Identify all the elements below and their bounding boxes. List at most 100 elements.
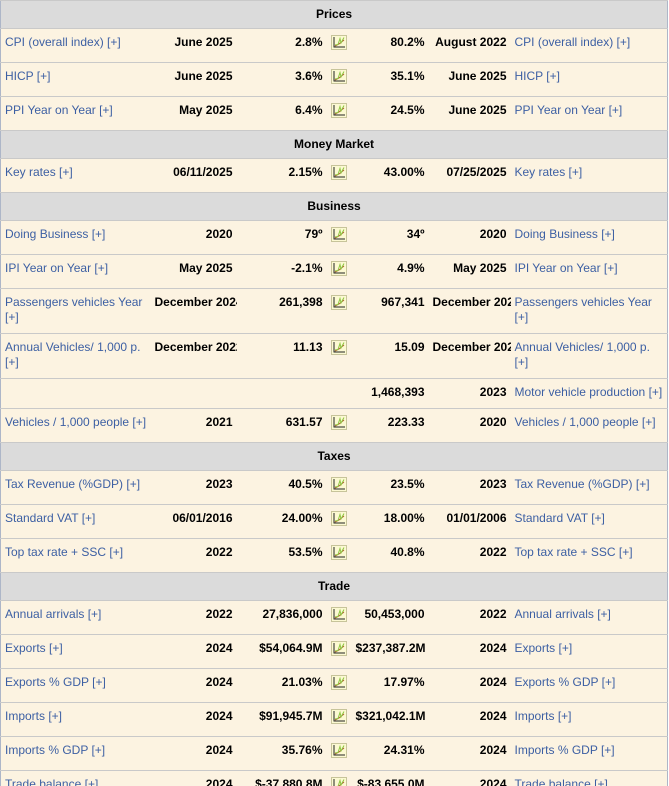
- value-left: 79º: [236, 220, 327, 255]
- section-title: Trade: [0, 572, 668, 601]
- date-right: 2024: [428, 668, 511, 703]
- indicator-link-left[interactable]: Imports % GDP [+]: [5, 743, 106, 757]
- chart-icon[interactable]: [331, 227, 347, 242]
- chart-icon[interactable]: [331, 69, 347, 84]
- value-left: 53.5%: [236, 538, 327, 573]
- chart-icon[interactable]: [331, 165, 347, 180]
- indicator-link-right[interactable]: Trade balance [+]: [514, 777, 608, 786]
- indicator-link-left[interactable]: Annual Vehicles/ 1,000 p. [+]: [5, 340, 141, 369]
- indicator-link-right[interactable]: CPI (overall index) [+]: [514, 35, 631, 49]
- indicator-link-left[interactable]: PPI Year on Year [+]: [5, 103, 113, 117]
- chart-icon[interactable]: [331, 709, 347, 724]
- value-left: 6.4%: [236, 96, 327, 131]
- indicator-link-left[interactable]: Top tax rate + SSC [+]: [5, 545, 124, 559]
- indicator-cell-right: Tax Revenue (%GDP) [+]: [510, 470, 668, 505]
- indicator-cell-left: CPI (overall index) [+]: [0, 28, 151, 63]
- table-row: PPI Year on Year [+] May 2025 6.4% 24.5% Ju…: [0, 96, 668, 131]
- indicator-link-left[interactable]: Annual arrivals [+]: [5, 607, 102, 621]
- chart-icon[interactable]: [331, 607, 347, 622]
- chart-icon[interactable]: [331, 295, 347, 310]
- indicator-cell-left: Exports % GDP [+]: [0, 668, 151, 703]
- date-left: 2024: [150, 634, 237, 669]
- table-row: Exports [+] 2024 $54,064.9M $237,387.2M 202…: [0, 634, 668, 669]
- indicator-link-right[interactable]: Tax Revenue (%GDP) [+]: [514, 477, 650, 491]
- indicator-link-left[interactable]: HICP [+]: [5, 69, 51, 83]
- date-left: 2022: [150, 600, 237, 635]
- indicator-link-left[interactable]: Standard VAT [+]: [5, 511, 96, 525]
- indicator-cell-right: Annual arrivals [+]: [510, 600, 668, 635]
- chart-icon[interactable]: [331, 511, 347, 526]
- indicator-link-right[interactable]: Imports [+]: [514, 709, 572, 723]
- indicator-cell-right: Top tax rate + SSC [+]: [510, 538, 668, 573]
- value-right: 17.97%: [351, 668, 429, 703]
- indicator-link-left[interactable]: Trade balance [+]: [5, 777, 99, 786]
- chart-icon[interactable]: [331, 743, 347, 758]
- indicator-link-right[interactable]: Imports % GDP [+]: [514, 743, 615, 757]
- chart-icon[interactable]: [331, 35, 347, 50]
- chart-icon-cell: [326, 736, 352, 771]
- indicator-link-left[interactable]: IPI Year on Year [+]: [5, 261, 109, 275]
- indicator-link-left[interactable]: Exports [+]: [5, 641, 63, 655]
- indicator-link-left[interactable]: Exports % GDP [+]: [5, 675, 106, 689]
- indicator-link-right[interactable]: Passengers vehicles Year [+]: [514, 295, 652, 324]
- chart-icon[interactable]: [331, 103, 347, 118]
- chart-icon-cell: [326, 470, 352, 505]
- chart-icon[interactable]: [331, 415, 347, 430]
- indicator-cell-left: PPI Year on Year [+]: [0, 96, 151, 131]
- table-row: CPI (overall index) [+] June 2025 2.8% 80.…: [0, 28, 668, 63]
- indicator-link-right[interactable]: PPI Year on Year [+]: [514, 103, 623, 117]
- indicator-link-right[interactable]: Motor vehicle production [+]: [514, 385, 663, 399]
- table-row: Passengers vehicles Year [+] December 202…: [0, 288, 668, 334]
- indicator-cell-left: [0, 378, 151, 409]
- indicator-link-left[interactable]: Passengers vehicles Year [+]: [5, 295, 143, 324]
- indicator-cell-left: Annual Vehicles/ 1,000 p. [+]: [0, 333, 151, 379]
- indicator-link-left[interactable]: Doing Business [+]: [5, 227, 106, 241]
- indicator-link-right[interactable]: Exports % GDP [+]: [514, 675, 616, 689]
- indicator-cell-right: Exports % GDP [+]: [510, 668, 668, 703]
- value-right: $237,387.2M: [351, 634, 429, 669]
- value-right: 967,341: [351, 288, 429, 334]
- indicator-link-right[interactable]: Exports [+]: [514, 641, 573, 655]
- indicator-link-right[interactable]: Key rates [+]: [514, 165, 583, 179]
- date-right: December 2023: [428, 288, 511, 334]
- indicator-cell-left: Standard VAT [+]: [0, 504, 151, 539]
- date-right: May 2025: [428, 254, 511, 289]
- chart-icon[interactable]: [331, 261, 347, 276]
- chart-icon[interactable]: [331, 777, 347, 786]
- value-right: $-83,655.0M: [351, 770, 429, 786]
- indicator-cell-left: HICP [+]: [0, 62, 151, 97]
- date-left: 2021: [150, 408, 237, 443]
- indicator-link-right[interactable]: Standard VAT [+]: [514, 511, 605, 525]
- value-right: 1,468,393: [351, 378, 429, 409]
- indicator-link-left[interactable]: Key rates [+]: [5, 165, 73, 179]
- indicator-link-right[interactable]: Annual arrivals [+]: [514, 607, 611, 621]
- indicator-link-right[interactable]: Top tax rate + SSC [+]: [514, 545, 633, 559]
- indicator-link-right[interactable]: HICP [+]: [514, 69, 560, 83]
- date-right: 07/25/2025: [428, 158, 511, 193]
- indicator-link-left[interactable]: Imports [+]: [5, 709, 63, 723]
- chart-icon[interactable]: [331, 641, 347, 656]
- indicator-link-right[interactable]: Vehicles / 1,000 people [+]: [514, 415, 656, 429]
- chart-icon[interactable]: [331, 477, 347, 492]
- indicator-link-left[interactable]: Tax Revenue (%GDP) [+]: [5, 477, 141, 491]
- indicator-link-left[interactable]: Vehicles / 1,000 people [+]: [5, 415, 147, 429]
- table-row: Tax Revenue (%GDP) [+] 2023 40.5% 23.5% 202…: [0, 470, 668, 505]
- date-left: May 2025: [150, 254, 237, 289]
- value-left: 3.6%: [236, 62, 327, 97]
- chart-icon[interactable]: [331, 340, 347, 355]
- chart-icon-cell: [326, 378, 352, 409]
- indicator-link-right[interactable]: Annual Vehicles/ 1,000 p. [+]: [514, 340, 650, 369]
- chart-icon[interactable]: [331, 675, 347, 690]
- section-row: Prices: [0, 0, 668, 29]
- chart-icon-cell: [326, 504, 352, 539]
- indicator-link-left[interactable]: CPI (overall index) [+]: [5, 35, 121, 49]
- value-right: 223.33: [351, 408, 429, 443]
- date-right: 2020: [428, 220, 511, 255]
- chart-icon-cell: [326, 158, 352, 193]
- table-row: Doing Business [+] 2020 79º 34º 2020 Doing B…: [0, 220, 668, 255]
- date-right: 2024: [428, 736, 511, 771]
- value-right: 24.31%: [351, 736, 429, 771]
- indicator-link-right[interactable]: Doing Business [+]: [514, 227, 615, 241]
- chart-icon[interactable]: [331, 545, 347, 560]
- indicator-link-right[interactable]: IPI Year on Year [+]: [514, 261, 618, 275]
